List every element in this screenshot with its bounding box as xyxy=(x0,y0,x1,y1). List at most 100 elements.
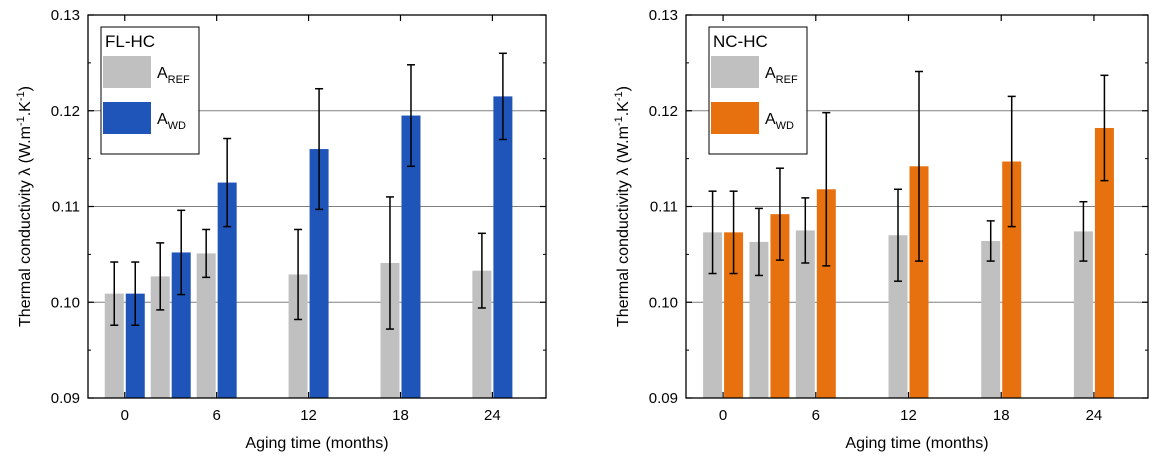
legend-swatch xyxy=(711,56,759,88)
legend-entry: AREF xyxy=(157,65,190,86)
bar xyxy=(104,293,124,398)
error-bar xyxy=(131,261,140,326)
error-bar xyxy=(498,52,507,141)
error-bar xyxy=(477,232,486,309)
bar xyxy=(288,274,308,398)
x-tick-label: 12 xyxy=(900,407,917,424)
y-axis-label-part: -1 xyxy=(15,116,27,126)
y-tick-label: 0.10 xyxy=(51,294,80,311)
error-bar xyxy=(223,137,232,228)
y-tick-label: 0.09 xyxy=(51,390,80,407)
y-axis-label-part: ) xyxy=(17,86,34,91)
y-axis-label: Thermal conductivity λ (W.m-1.K-1) xyxy=(613,86,632,327)
bar xyxy=(196,253,216,398)
bar xyxy=(981,240,1001,398)
bar xyxy=(770,214,790,398)
error-bar xyxy=(775,167,784,261)
legend-entry: AWD xyxy=(765,111,794,132)
bar xyxy=(171,252,191,398)
bar xyxy=(125,293,145,398)
bar xyxy=(380,262,400,398)
error-bar xyxy=(177,209,186,296)
x-axis-label: Aging time (months) xyxy=(245,435,388,452)
y-tick-label: 0.11 xyxy=(650,199,678,216)
legend-entry-sub: REF xyxy=(776,74,798,86)
x-tick-label: 6 xyxy=(812,407,820,424)
y-tick-label: 0.10 xyxy=(649,294,678,311)
bar xyxy=(309,149,329,398)
error-bar xyxy=(202,228,211,279)
x-tick-label: 24 xyxy=(1086,407,1103,424)
legend-swatch xyxy=(103,102,151,134)
x-tick-label: 18 xyxy=(392,407,409,424)
y-axis-label-part: ) xyxy=(615,86,632,91)
legend-entry-sub: REF xyxy=(168,74,190,86)
y-axis-label-part: -1 xyxy=(15,91,27,101)
bar xyxy=(703,232,723,398)
bar xyxy=(816,189,836,398)
bar xyxy=(1094,127,1114,399)
error-bar xyxy=(822,111,831,267)
y-tick-label: 0.12 xyxy=(51,103,80,120)
bar xyxy=(1002,161,1022,398)
x-tick-label: 12 xyxy=(300,407,317,424)
x-tick-label: 0 xyxy=(121,407,129,424)
bar xyxy=(401,115,421,398)
error-bar xyxy=(894,188,903,282)
chart-panel-0: 0.09 0.10 0.11 0.12 0.13 0 6 12 18 24 Aging time (… xyxy=(15,7,547,452)
error-bar xyxy=(385,196,394,330)
error-bar xyxy=(1007,95,1016,228)
error-bar xyxy=(708,190,717,275)
error-bar xyxy=(915,70,924,262)
error-bar xyxy=(754,207,763,277)
legend-title: NC-HC xyxy=(713,32,768,51)
bar xyxy=(150,276,170,398)
bar xyxy=(795,230,815,398)
x-tick-label: 24 xyxy=(484,407,501,424)
error-bar xyxy=(729,190,738,275)
error-bar xyxy=(1100,74,1109,182)
error-bar xyxy=(1079,200,1088,262)
x-tick-label: 18 xyxy=(993,407,1010,424)
x-tick-label: 0 xyxy=(719,407,727,424)
legend-entry: AREF xyxy=(765,65,798,86)
legend-entry-sub: WD xyxy=(168,120,186,132)
legend-entry-main: A xyxy=(157,111,168,128)
legend-entry-main: A xyxy=(157,65,168,82)
bar xyxy=(472,270,492,398)
error-bar xyxy=(156,242,165,311)
legend-entry-main: A xyxy=(765,65,776,82)
bar xyxy=(909,166,929,398)
bar xyxy=(493,96,513,398)
error-bar xyxy=(801,197,810,264)
error-bar xyxy=(986,220,995,262)
y-axis-label-part: Thermal conductivity λ (W.m xyxy=(615,126,632,327)
legend-entry-sub: WD xyxy=(776,120,794,132)
legend-title: FL-HC xyxy=(105,32,155,51)
y-tick-label: 0.13 xyxy=(649,7,678,24)
error-bar xyxy=(406,64,415,168)
bar xyxy=(724,232,744,398)
y-tick-label: 0.09 xyxy=(649,390,678,407)
bar xyxy=(1073,231,1093,398)
y-tick-label: 0.11 xyxy=(52,199,80,216)
bar xyxy=(217,182,237,398)
error-bar xyxy=(110,261,119,326)
bar xyxy=(749,241,769,398)
legend-swatch xyxy=(711,102,759,134)
y-axis-label-part: Thermal conductivity λ (W.m xyxy=(17,126,34,327)
legend-swatch xyxy=(103,56,151,88)
legend-entry: AWD xyxy=(157,111,186,132)
error-bar xyxy=(315,87,324,211)
chart-panel-1: 0.09 0.10 0.11 0.12 0.13 0 6 12 18 24 Aging time (… xyxy=(613,7,1149,452)
x-axis-label: Aging time (months) xyxy=(845,435,988,452)
y-axis-label-part: .K xyxy=(17,101,34,116)
y-axis-label-part: -1 xyxy=(613,116,625,126)
y-axis-label-part: -1 xyxy=(613,91,625,101)
x-tick-label: 6 xyxy=(212,407,220,424)
bar xyxy=(888,235,908,398)
y-axis-label: Thermal conductivity λ (W.m-1.K-1) xyxy=(15,86,34,327)
